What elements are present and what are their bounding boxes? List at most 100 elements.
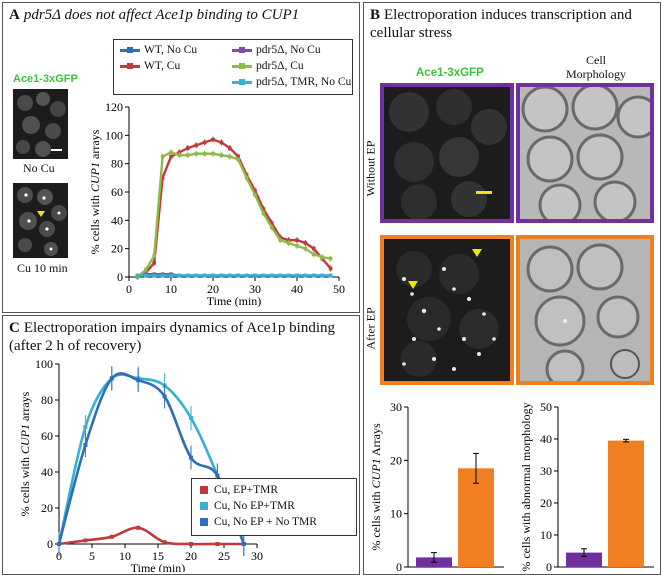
chart-c-y-tick-label: 0 [47, 537, 53, 551]
data-point-a [278, 273, 282, 278]
data-point-a [169, 273, 173, 278]
legend-swatch [232, 46, 252, 53]
data-point-a [169, 150, 173, 155]
data-point-a [261, 207, 266, 211]
chart-b1-y-tick-label: 10 [390, 507, 402, 521]
data-point-a [228, 146, 232, 150]
legend-c-label: Cu, No EP+TMR [214, 500, 295, 512]
data-point-a [303, 273, 308, 278]
chart-a-y-tick-label: 0 [117, 270, 123, 284]
chart-b1-y-tick-label: 20 [390, 453, 402, 467]
legend-a-label: pdr5Δ, TMR, No Cu [256, 76, 352, 88]
legend-c-item: Cu, No EP+TMR [200, 500, 295, 512]
legend-c: Cu, EP+TMR Cu, No EP+TMR Cu, No EP + No TM… [191, 478, 357, 536]
legend-a-item: pdr5Δ, No Cu [232, 44, 321, 56]
data-point-a [160, 154, 165, 159]
col-label-morphology: Cell Morphology [566, 53, 626, 81]
data-point-a [328, 273, 333, 278]
data-point-a [152, 273, 156, 278]
data-point-a [144, 268, 148, 272]
legend-swatch [200, 502, 208, 511]
data-point-a [219, 273, 224, 278]
data-point-a [270, 225, 274, 230]
data-point-a [152, 261, 156, 265]
chart-b1-y-axis-label: % cells with CUP1 Arrays [369, 423, 383, 551]
chart-a-y-axis-label: % cells with CUP1 arrays [88, 129, 102, 254]
data-point-a [244, 176, 249, 180]
data-point-c [109, 376, 114, 381]
chart-b1-bar-1 [458, 468, 494, 567]
chart-a-x-tick-label: 10 [165, 282, 177, 296]
caption-cu-10min: Cu 10 min [17, 261, 68, 275]
chart-a-y-tick-label: 120 [105, 100, 123, 114]
chart-b2-y-tick-label: 40 [540, 432, 552, 446]
chart-b1-y-tick-label: 30 [390, 400, 402, 414]
row-label-without-ep: Without EP [363, 140, 378, 197]
chart-c-x-tick-label: 15 [152, 549, 164, 563]
data-point-a [135, 273, 140, 278]
chart-c-y-tick-label: 40 [41, 465, 53, 479]
data-point-a [244, 273, 249, 278]
chart-b2-bar-1 [608, 440, 644, 567]
legend-a-item: WT, Cu [120, 60, 180, 72]
legend-c-item: Cu, No EP + No TMR [200, 516, 317, 528]
data-point-a [261, 211, 266, 216]
data-point-a [219, 153, 224, 157]
data-point-a [202, 273, 207, 278]
chart-b2-y-axis-label: % cells with abnormal morphology [519, 402, 533, 571]
chart-a-y-tick-label: 60 [111, 185, 123, 199]
micro-label-a: Ace1-3xGFP [13, 73, 78, 85]
data-point-a [286, 273, 291, 278]
data-point-c [162, 540, 167, 545]
data-point-c [136, 378, 141, 383]
data-point-a [295, 238, 299, 242]
col-label-ace1: Ace1-3xGFP [416, 67, 484, 79]
legend-swatch [232, 62, 252, 69]
data-point-a [320, 273, 324, 278]
data-point-a [194, 143, 198, 148]
micrograph-no-cu [13, 89, 68, 159]
data-point-c [241, 542, 246, 546]
chart-b2: 0 10 20 30 40 50 % cells with abnormal morphol… [519, 400, 654, 573]
data-point-a [320, 255, 324, 259]
legend-a-label: WT, Cu [144, 60, 181, 72]
series-line-a-1 [136, 138, 332, 279]
panel-c-title: C Electroporation impairs dynamics of Ace… [9, 320, 336, 354]
data-point-a [228, 273, 232, 278]
data-point-c [83, 443, 88, 447]
legend-c-label: Cu, EP+TMR [214, 484, 278, 496]
series-line-c-0 [58, 526, 244, 546]
data-point-c [189, 416, 193, 420]
data-point-c [136, 525, 141, 530]
data-point-c [189, 542, 193, 546]
row-label-after-ep: After EP [363, 307, 378, 350]
chart-a: 0 20 40 60 80 100 120 0 10 20 30 40 50 Time (min) % ce… [88, 100, 345, 308]
chart-c-x-axis-label: Time (min) [131, 561, 186, 572]
data-point-a [253, 193, 257, 197]
chart-b2-y-tick-label: 50 [540, 400, 552, 414]
chart-c-y-tick-label: 60 [41, 429, 53, 443]
data-point-c [109, 534, 114, 539]
data-point-a [303, 246, 308, 251]
panel-c: C Electroporation impairs dynamics of Ace… [2, 315, 360, 575]
data-point-a [177, 153, 182, 157]
data-point-a [253, 273, 257, 278]
panel-b-title: B Electroporation induces transcription a… [370, 7, 632, 41]
data-point-a [286, 241, 291, 245]
caption-no-cu: No Cu [23, 161, 55, 175]
legend-swatch [120, 62, 140, 69]
data-point-a [270, 221, 274, 225]
chart-b2-y-tick-label: 30 [540, 464, 552, 478]
data-point-a [169, 154, 173, 159]
data-point-a [211, 273, 215, 278]
data-point-c [83, 425, 88, 429]
data-point-c [57, 542, 61, 546]
chart-c-y-tick-label: 100 [35, 358, 53, 371]
legend-swatch [120, 46, 140, 53]
data-point-c [189, 455, 193, 460]
micrograph-ace1-after-ep [380, 235, 514, 385]
data-point-a [303, 241, 308, 245]
panel-b: B Electroporation induces transcription a… [363, 2, 661, 575]
data-point-a [270, 273, 274, 278]
chart-c-x-tick-label: 25 [218, 549, 230, 563]
